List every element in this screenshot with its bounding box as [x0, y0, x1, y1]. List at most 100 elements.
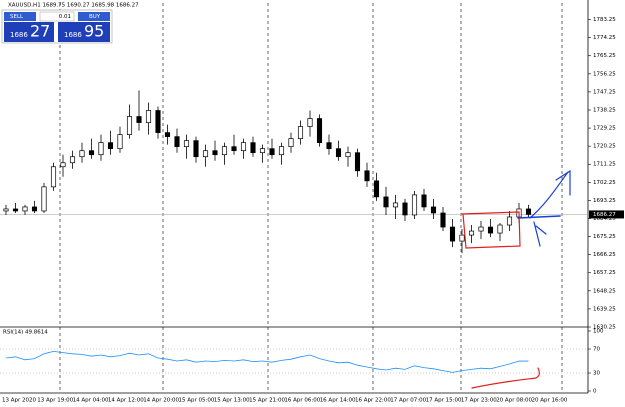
candle-body	[231, 146, 237, 152]
blue-arrow	[529, 171, 569, 219]
candle-body	[345, 152, 351, 158]
price-tag-label: 1686.27	[593, 212, 616, 218]
y-tick-label: 1648.25	[593, 288, 616, 294]
candle-body	[98, 142, 104, 156]
candle-body	[117, 134, 123, 150]
candle-body	[421, 194, 427, 208]
indicator-title: RSI(14) 49.8614	[3, 330, 48, 336]
candle-body	[525, 208, 532, 215]
candle-body	[212, 150, 218, 156]
x-tick-label: 13 Apr 2020	[2, 398, 37, 404]
candle-body	[506, 216, 513, 226]
x-tick-label: 20 Apr 08:00	[496, 398, 532, 404]
candle-body	[126, 116, 133, 135]
y-tick-label: 1774.25	[593, 35, 616, 41]
bid-prefix: 1686	[10, 31, 28, 39]
candle-body	[364, 170, 370, 182]
candle-body	[250, 142, 256, 154]
price-tag	[589, 210, 624, 219]
candle-body	[183, 140, 190, 148]
candle-body	[202, 150, 209, 158]
blue-line	[517, 215, 561, 219]
candle-body	[155, 110, 161, 133]
rsi-line	[5, 350, 529, 373]
candle-body	[487, 226, 494, 234]
candle-body	[60, 162, 66, 168]
candle-body	[278, 146, 285, 156]
y-tick-label: 1756.25	[593, 71, 616, 77]
x-tick-label: 14 Apr 12:00	[108, 398, 144, 404]
x-tick-label: 16 Apr 22:00	[355, 398, 391, 404]
candle-body	[3, 208, 9, 212]
annotations	[461, 169, 571, 389]
x-tick-label: 16 Apr 06:00	[284, 398, 320, 404]
bid-box[interactable]	[4, 22, 54, 42]
red-curve	[471, 367, 540, 389]
x-tick-label: 13 Apr 19:00	[37, 398, 73, 404]
buy-button[interactable]	[78, 12, 110, 21]
y-tick-label: 1702.25	[593, 180, 616, 186]
candle-body	[373, 180, 380, 198]
x-tick-label: 15 Apr 05:00	[179, 398, 215, 404]
y-tick-label: 1783.25	[593, 17, 616, 23]
buy-label: BUY	[89, 14, 101, 20]
candle-body	[459, 234, 465, 242]
candle-body	[240, 142, 247, 152]
y-tick-label: 1711.25	[593, 162, 616, 168]
candle-body	[411, 194, 418, 216]
ask-box[interactable]	[58, 22, 110, 42]
candle-body	[164, 132, 171, 137]
y-tick-label: 1720.25	[593, 144, 616, 150]
sell-button[interactable]	[4, 12, 36, 21]
y-tick-label: 1675.25	[593, 234, 616, 240]
rsi-tick-label: 70	[593, 347, 600, 353]
lot-label: 0.01	[59, 14, 71, 20]
candle-body	[22, 206, 28, 212]
candle-body	[449, 226, 456, 242]
candle-body	[297, 126, 304, 139]
plot-area: 1630.25 1639.25 1648.25 1657.25 1666.25 1675.…	[0, 17, 624, 404]
candle-body	[269, 148, 275, 156]
candle-body	[326, 142, 332, 150]
ask-pips: 95	[84, 22, 104, 41]
candle-body	[31, 206, 38, 212]
candle-body	[316, 118, 323, 143]
blue-arrowhead	[555, 169, 571, 196]
lot-field[interactable]	[39, 11, 75, 22]
candle-body	[79, 150, 85, 158]
red-box	[461, 211, 521, 249]
candle-body	[307, 118, 313, 127]
rsi-tick-label: 100	[593, 329, 604, 335]
period-separators	[59, 3, 563, 393]
candle-body	[402, 202, 408, 216]
y-tick-label: 1666.25	[593, 252, 616, 258]
sell-label: SELL	[10, 14, 24, 20]
candle-body	[335, 148, 342, 158]
candle-body	[259, 148, 266, 154]
y-tick-label: 1729.25	[593, 126, 616, 132]
y-tick-label: 1657.25	[593, 270, 616, 276]
candle-body	[497, 224, 503, 234]
candle-body	[383, 196, 389, 208]
candle-body	[392, 202, 399, 208]
candle-body	[41, 186, 47, 212]
candle-body	[136, 116, 142, 123]
rsi-tick-label: 30	[593, 371, 600, 377]
chart-title: XAUUSD,H1 1689.75 1690.27 1685.98 1686.2…	[8, 3, 139, 9]
ask-prefix: 1686	[64, 31, 82, 39]
candle-body	[174, 136, 180, 148]
y-tick-label: 1639.25	[593, 306, 616, 312]
candle-body	[440, 212, 446, 228]
x-tick-label: 15 Apr 21:00	[249, 398, 285, 404]
candle-body	[354, 152, 361, 172]
candle-body	[145, 110, 152, 123]
x-tick-label: 17 Apr 23:00	[461, 398, 497, 404]
candle-body	[430, 206, 437, 214]
x-tick-label: 15 Apr 13:00	[214, 398, 250, 404]
blue-marks	[533, 221, 547, 247]
candle-body	[478, 226, 484, 232]
candle-body	[193, 140, 199, 158]
y-tick-label: 1630.25	[593, 325, 616, 331]
